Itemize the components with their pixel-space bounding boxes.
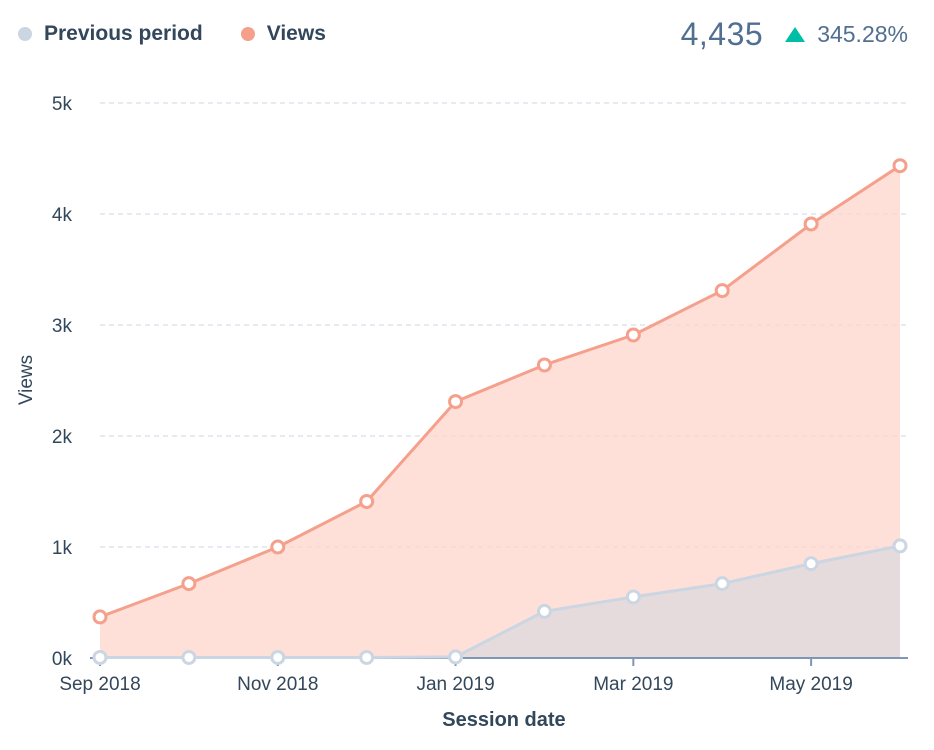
legend-item-views[interactable]: Views bbox=[240, 22, 326, 46]
y-tick-label: 2k bbox=[52, 427, 73, 448]
total-views-value: 4,435 bbox=[680, 16, 764, 52]
data-point-previous-period bbox=[92, 649, 108, 665]
data-point-views bbox=[536, 357, 552, 373]
data-point-previous-period bbox=[270, 649, 286, 665]
x-tick-label: May 2019 bbox=[769, 674, 852, 695]
data-point-previous-period bbox=[359, 649, 375, 665]
data-point-views bbox=[359, 493, 375, 509]
legend-item-previous-period[interactable]: Previous period bbox=[18, 22, 203, 46]
up-triangle-icon bbox=[785, 27, 806, 42]
series-area-views bbox=[100, 165, 900, 658]
data-point-previous-period bbox=[181, 649, 197, 665]
y-tick-label: 3k bbox=[52, 316, 73, 337]
y-tick-label: 0k bbox=[52, 649, 73, 670]
legend-label-previous-period: Previous period bbox=[44, 22, 203, 45]
summary-stats: 4,435 345.28% bbox=[681, 16, 908, 53]
data-point-views bbox=[181, 576, 197, 592]
series-line-views bbox=[99, 164, 901, 619]
percent-change-value: 345.28% bbox=[817, 21, 908, 47]
x-tick-label: Jan 2019 bbox=[416, 674, 494, 695]
y-axis-title: Views bbox=[16, 355, 37, 405]
data-point-previous-period bbox=[714, 576, 730, 592]
data-point-views bbox=[892, 158, 908, 174]
data-point-previous-period bbox=[803, 556, 819, 572]
previous-period-dot-icon bbox=[18, 27, 32, 41]
chart-legend: Previous period Views bbox=[18, 22, 364, 46]
data-point-previous-period bbox=[536, 603, 552, 619]
data-point-views bbox=[270, 539, 286, 555]
y-tick-label: 1k bbox=[52, 538, 73, 559]
y-tick-label: 4k bbox=[52, 205, 73, 226]
data-point-previous-period bbox=[625, 589, 641, 605]
data-point-views bbox=[803, 216, 819, 232]
y-tick-label: 5k bbox=[52, 94, 73, 115]
x-tick-label: Sep 2018 bbox=[59, 674, 140, 695]
data-point-views bbox=[714, 283, 730, 299]
x-axis-title: Session date bbox=[442, 709, 565, 731]
x-tick-label: Mar 2019 bbox=[593, 674, 673, 695]
data-point-views bbox=[448, 394, 464, 410]
x-tick-label: Nov 2018 bbox=[237, 674, 318, 695]
data-point-previous-period bbox=[892, 538, 908, 554]
series-area-previous-period bbox=[100, 545, 900, 658]
views-dot-icon bbox=[240, 27, 255, 41]
data-point-previous-period bbox=[448, 649, 464, 665]
data-point-views bbox=[92, 609, 108, 625]
legend-label-views: Views bbox=[266, 22, 326, 45]
data-point-views bbox=[625, 327, 641, 343]
series-line-previous-period bbox=[100, 544, 901, 659]
